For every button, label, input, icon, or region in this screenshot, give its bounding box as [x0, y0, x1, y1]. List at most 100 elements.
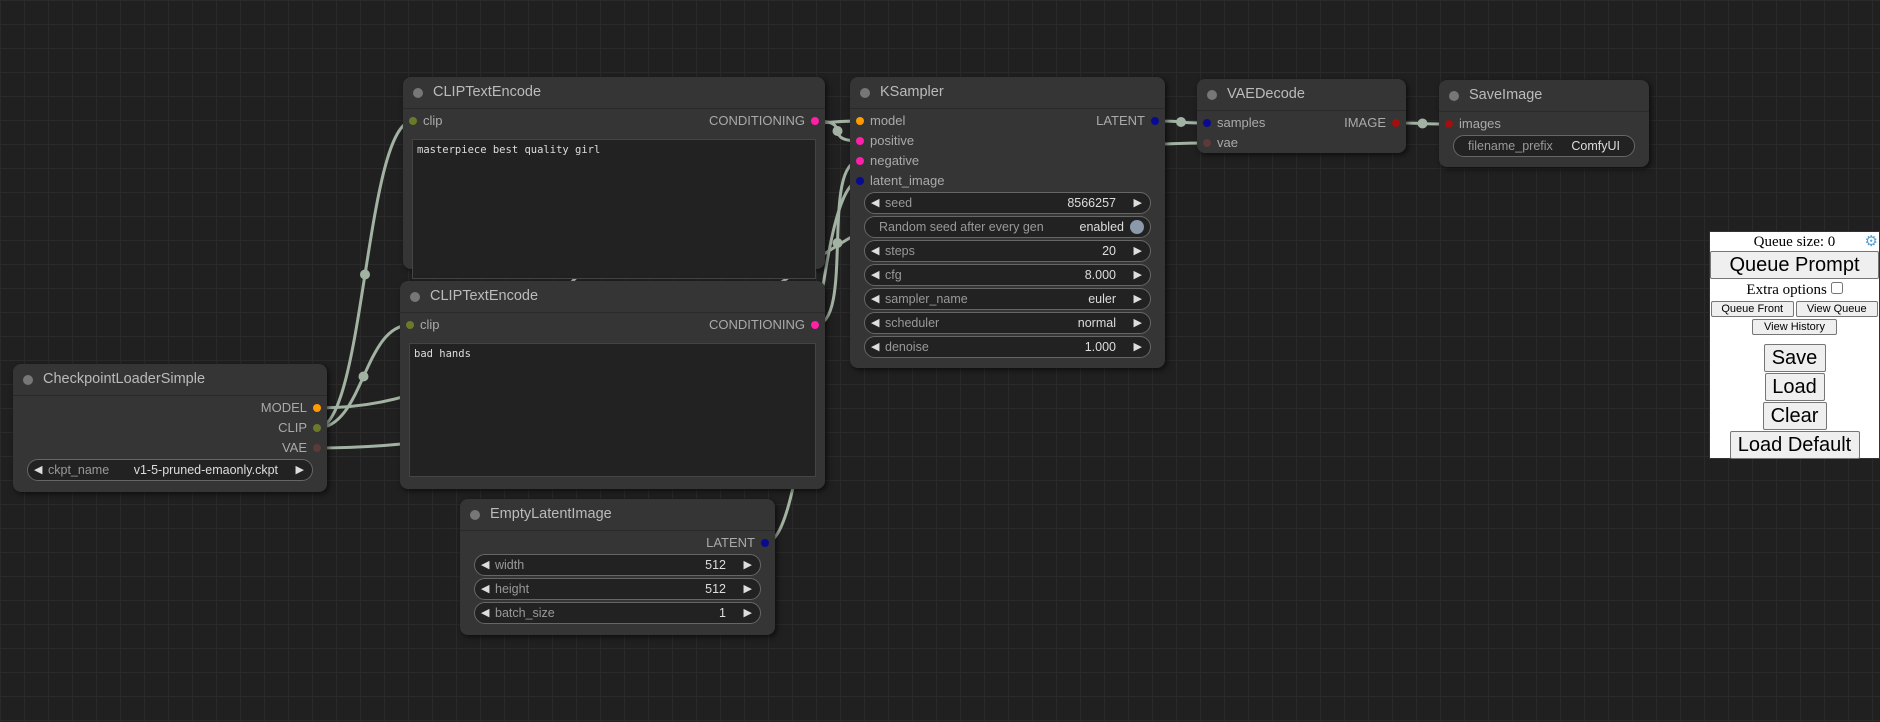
increment-arrow-icon[interactable]: ▶	[295, 464, 304, 476]
input-slot-vae[interactable]: vae	[1197, 135, 1238, 151]
collapse-dot-icon[interactable]	[860, 88, 870, 98]
widget-random-seed-after-every-gen[interactable]: Random seed after every gen enabled	[864, 216, 1151, 238]
widget-batch-size[interactable]: ◀ ▶ batch_size 1	[474, 602, 761, 624]
decrement-arrow-icon[interactable]: ◀	[481, 559, 490, 571]
decrement-arrow-icon[interactable]: ◀	[871, 317, 880, 329]
input-slot-positive[interactable]: positive	[850, 133, 914, 149]
clip-input-pin-icon[interactable]	[409, 117, 417, 125]
collapse-dot-icon[interactable]	[23, 375, 33, 385]
collapse-dot-icon[interactable]	[413, 88, 423, 98]
conditioning-input-pin-icon[interactable]	[856, 157, 864, 165]
widget-steps[interactable]: ◀ ▶ steps 20	[864, 240, 1151, 262]
node-title-bar[interactable]: KSampler	[850, 77, 1165, 109]
decrement-arrow-icon[interactable]: ◀	[871, 293, 880, 305]
queue-front-button[interactable]: Queue Front	[1711, 301, 1794, 317]
widget-cfg[interactable]: ◀ ▶ cfg 8.000	[864, 264, 1151, 286]
input-slot-model[interactable]: model	[850, 113, 905, 129]
increment-arrow-icon[interactable]: ▶	[1133, 293, 1142, 305]
save-image-node[interactable]: SaveImage images filename_prefix ComfyUI	[1439, 80, 1649, 167]
link-midpoint-handle[interactable]	[358, 371, 369, 382]
link-midpoint-handle[interactable]	[832, 126, 843, 136]
checkpoint-loader-simple-node[interactable]: CheckpointLoaderSimple MODEL CLIP VAE ◀ ▶ ckpt…	[13, 364, 327, 492]
increment-arrow-icon[interactable]: ▶	[743, 559, 752, 571]
gear-icon[interactable]: ⚙	[1864, 234, 1878, 250]
output-slot-latent[interactable]: LATENT	[706, 535, 775, 551]
input-slot-images[interactable]: images	[1439, 116, 1501, 132]
view-queue-button[interactable]: View Queue	[1795, 301, 1878, 317]
image-output-pin-icon[interactable]	[1392, 119, 1400, 127]
widget-seed[interactable]: ◀ ▶ seed 8566257	[864, 192, 1151, 214]
collapse-dot-icon[interactable]	[410, 292, 420, 302]
vae-input-pin-icon[interactable]	[1203, 139, 1211, 147]
model-input-pin-icon[interactable]	[856, 117, 864, 125]
output-slot-clip[interactable]: CLIP	[278, 420, 327, 436]
output-slot-latent[interactable]: LATENT	[1096, 113, 1165, 129]
collapse-dot-icon[interactable]	[470, 510, 480, 520]
ksampler-node[interactable]: KSampler model positive negative latent_imag…	[850, 77, 1165, 368]
link-midpoint-handle[interactable]	[1417, 118, 1428, 129]
prompt-textarea[interactable]: bad hands	[409, 343, 816, 477]
input-slot-clip[interactable]: clip	[403, 113, 443, 129]
output-slot-model[interactable]: MODEL	[261, 400, 327, 416]
input-slot-latent_image[interactable]: latent_image	[850, 173, 944, 189]
decrement-arrow-icon[interactable]: ◀	[34, 464, 43, 476]
widget-ckpt-name[interactable]: ◀ ▶ ckpt_name v1-5-pruned-emaonly.ckpt	[27, 459, 313, 481]
decrement-arrow-icon[interactable]: ◀	[871, 341, 880, 353]
vae-decode-node[interactable]: VAEDecode samples vae IMAGE	[1197, 79, 1406, 153]
link-midpoint-handle[interactable]	[360, 269, 370, 280]
collapse-dot-icon[interactable]	[1449, 91, 1459, 101]
input-slot-clip[interactable]: clip	[400, 317, 440, 333]
load-default-button[interactable]: Load Default	[1729, 431, 1860, 459]
extra-options-checkbox[interactable]	[1830, 282, 1843, 294]
conditioning-input-pin-icon[interactable]	[856, 137, 864, 145]
input-slot-samples[interactable]: samples	[1197, 115, 1265, 131]
empty-latent-image-node[interactable]: EmptyLatentImage LATENT ◀ ▶ width 512 ◀ ▶ height…	[460, 499, 775, 635]
widget-denoise[interactable]: ◀ ▶ denoise 1.000	[864, 336, 1151, 358]
image-input-pin-icon[interactable]	[1445, 120, 1453, 128]
view-history-button[interactable]: View History	[1752, 319, 1837, 335]
widget-width[interactable]: ◀ ▶ width 512	[474, 554, 761, 576]
clip-text-encode-positive-node[interactable]: CLIPTextEncode clip CONDITIONING masterpiec…	[403, 77, 825, 279]
decrement-arrow-icon[interactable]: ◀	[481, 583, 490, 595]
save-button[interactable]: Save	[1763, 344, 1826, 372]
decrement-arrow-icon[interactable]: ◀	[871, 245, 880, 257]
output-slot-conditioning[interactable]: CONDITIONING	[709, 113, 825, 129]
conditioning-output-pin-icon[interactable]	[811, 321, 819, 329]
vae-output-pin-icon[interactable]	[313, 444, 321, 452]
node-title-bar[interactable]: EmptyLatentImage	[460, 499, 775, 531]
node-title-bar[interactable]: SaveImage	[1439, 80, 1649, 112]
output-slot-vae[interactable]: VAE	[282, 440, 327, 456]
link-midpoint-handle[interactable]	[1176, 117, 1186, 127]
node-title-bar[interactable]: VAEDecode	[1197, 79, 1406, 111]
node-title-bar[interactable]: CheckpointLoaderSimple	[13, 364, 327, 396]
clear-button[interactable]: Clear	[1762, 402, 1827, 430]
decrement-arrow-icon[interactable]: ◀	[481, 607, 490, 619]
decrement-arrow-icon[interactable]: ◀	[871, 197, 880, 209]
increment-arrow-icon[interactable]: ▶	[1133, 341, 1142, 353]
toggle-knob-icon[interactable]	[1130, 220, 1144, 234]
widget-height[interactable]: ◀ ▶ height 512	[474, 578, 761, 600]
latent-output-pin-icon[interactable]	[1151, 117, 1159, 125]
clip-text-encode-negative-node[interactable]: CLIPTextEncode clip CONDITIONING bad hands	[400, 281, 825, 489]
output-slot-image[interactable]: IMAGE	[1344, 115, 1406, 131]
node-title-bar[interactable]: CLIPTextEncode	[403, 77, 825, 109]
increment-arrow-icon[interactable]: ▶	[1133, 317, 1142, 329]
widget-scheduler[interactable]: ◀ ▶ scheduler normal	[864, 312, 1151, 334]
model-output-pin-icon[interactable]	[313, 404, 321, 412]
collapse-dot-icon[interactable]	[1207, 90, 1217, 100]
increment-arrow-icon[interactable]: ▶	[743, 607, 752, 619]
increment-arrow-icon[interactable]: ▶	[1133, 197, 1142, 209]
latent-input-pin-icon[interactable]	[856, 177, 864, 185]
node-title-bar[interactable]: CLIPTextEncode	[400, 281, 825, 313]
output-slot-conditioning[interactable]: CONDITIONING	[709, 317, 825, 333]
widget-filename-prefix[interactable]: filename_prefix ComfyUI	[1453, 135, 1635, 157]
conditioning-output-pin-icon[interactable]	[811, 117, 819, 125]
load-button[interactable]: Load	[1764, 373, 1825, 401]
increment-arrow-icon[interactable]: ▶	[1133, 245, 1142, 257]
input-slot-negative[interactable]: negative	[850, 153, 919, 169]
prompt-textarea[interactable]: masterpiece best quality girl	[412, 139, 816, 279]
latent-input-pin-icon[interactable]	[1203, 119, 1211, 127]
clip-input-pin-icon[interactable]	[406, 321, 414, 329]
widget-sampler-name[interactable]: ◀ ▶ sampler_name euler	[864, 288, 1151, 310]
increment-arrow-icon[interactable]: ▶	[743, 583, 752, 595]
